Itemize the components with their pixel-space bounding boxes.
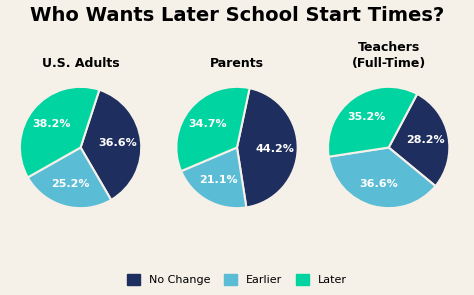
Text: 25.2%: 25.2%	[52, 179, 90, 189]
Title: Parents: Parents	[210, 58, 264, 71]
Wedge shape	[28, 148, 111, 208]
Wedge shape	[237, 88, 298, 207]
Wedge shape	[181, 148, 246, 208]
Text: Who Wants Later School Start Times?: Who Wants Later School Start Times?	[30, 6, 444, 25]
Title: U.S. Adults: U.S. Adults	[42, 58, 119, 71]
Title: Teachers
(Full-Time): Teachers (Full-Time)	[352, 42, 426, 71]
Wedge shape	[176, 87, 250, 171]
Text: 34.7%: 34.7%	[189, 119, 228, 129]
Wedge shape	[328, 87, 417, 157]
Text: 36.6%: 36.6%	[359, 179, 398, 189]
Legend: No Change, Earlier, Later: No Change, Earlier, Later	[122, 269, 352, 289]
Text: 38.2%: 38.2%	[32, 119, 71, 129]
Text: 36.6%: 36.6%	[99, 138, 137, 148]
Text: 28.2%: 28.2%	[406, 135, 445, 145]
Wedge shape	[81, 90, 141, 200]
Text: 21.1%: 21.1%	[200, 175, 238, 185]
Wedge shape	[20, 87, 100, 177]
Wedge shape	[389, 94, 449, 186]
Text: 44.2%: 44.2%	[255, 144, 294, 153]
Text: 35.2%: 35.2%	[348, 112, 386, 122]
Wedge shape	[328, 148, 436, 208]
